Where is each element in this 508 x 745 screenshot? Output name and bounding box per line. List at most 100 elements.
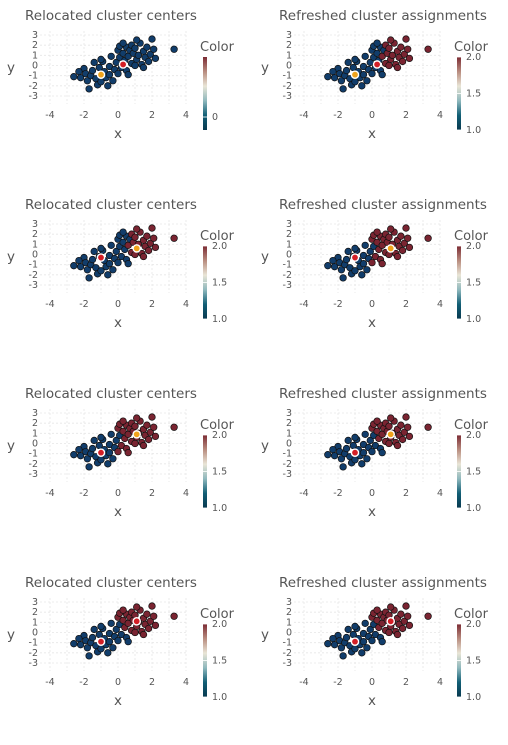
data-point — [337, 77, 346, 85]
data-point — [424, 45, 432, 53]
data-point — [400, 50, 408, 58]
data-point — [109, 266, 117, 274]
x-tick-label: -4 — [299, 677, 308, 688]
x-tick-label: 4 — [437, 110, 443, 121]
colorbar-tick-label: 1.0 — [212, 314, 227, 325]
y-axis-label: y — [261, 249, 269, 265]
data-point — [133, 225, 141, 233]
data-point — [400, 239, 408, 247]
data-point — [385, 44, 393, 52]
data-point — [143, 610, 151, 618]
y-axis-label: y — [7, 627, 15, 643]
data-point — [143, 232, 151, 240]
cluster-center — [386, 430, 395, 439]
colorbar-tick-label: 1.0 — [466, 125, 481, 136]
colorbar-tick-label: 1.5 — [466, 278, 481, 289]
colorbar-tick-label: 1.5 — [466, 656, 481, 667]
data-point — [170, 612, 178, 620]
y-tick-label: 1 — [32, 50, 38, 61]
y-tick-label: -3 — [283, 91, 292, 102]
y-tick-label: -3 — [29, 658, 38, 669]
data-point — [114, 69, 122, 78]
data-point — [131, 422, 139, 430]
data-point — [83, 266, 92, 274]
chart-title: Refreshed cluster assignments — [279, 8, 487, 24]
colorbar-tick-label: 2.0 — [212, 241, 227, 252]
colorbar-tick-label: 1.5 — [466, 467, 481, 478]
data-point — [393, 252, 402, 261]
data-point — [109, 644, 117, 652]
data-point — [114, 447, 122, 456]
data-point — [385, 233, 393, 241]
data-point — [109, 77, 117, 85]
data-point — [97, 55, 105, 64]
cluster-center — [132, 617, 141, 626]
data-point — [361, 241, 369, 249]
data-point — [329, 256, 337, 265]
cluster-center — [386, 617, 395, 626]
data-point — [112, 625, 120, 634]
data-point — [112, 436, 120, 445]
y-tick-label: 2 — [32, 418, 38, 429]
cluster-center — [350, 448, 360, 457]
x-tick-label: 4 — [183, 677, 189, 688]
data-point — [148, 602, 156, 610]
data-point — [151, 432, 160, 441]
data-point — [148, 35, 156, 43]
data-point — [358, 82, 366, 90]
data-point — [337, 455, 346, 463]
data-point — [358, 649, 366, 657]
y-tick-label: 1 — [32, 239, 38, 250]
data-point — [368, 447, 376, 456]
data-point — [90, 625, 98, 634]
data-point — [404, 45, 412, 53]
data-point — [344, 436, 352, 445]
x-tick-label: -2 — [333, 677, 342, 688]
y-tick-label: 1 — [286, 50, 292, 61]
data-point — [90, 436, 98, 445]
colorbar-tick-label: 1.0 — [466, 503, 481, 514]
data-point — [324, 451, 332, 459]
y-axis-label: y — [7, 60, 15, 76]
x-tick-label: 2 — [403, 677, 409, 688]
data-point — [359, 259, 368, 268]
colorbar-tick-label: 1.0 — [466, 314, 481, 325]
data-point — [119, 39, 127, 47]
x-tick-label: 4 — [437, 677, 443, 688]
y-tick-label: 1 — [286, 239, 292, 250]
colorbar-title: Color — [200, 418, 235, 433]
figure: Relocated cluster centers 3 2 1 0 -1 -2 -3 -4 -2 0… — [7, 8, 489, 709]
y-tick-label: -2 — [283, 459, 292, 470]
cluster-center — [96, 253, 106, 262]
data-point — [148, 413, 156, 421]
x-tick-label: -4 — [45, 677, 54, 688]
data-point — [83, 644, 92, 652]
data-point — [344, 247, 352, 256]
data-point — [104, 649, 112, 657]
data-point — [150, 423, 158, 431]
chart-title: Refreshed cluster assignments — [279, 575, 487, 591]
x-axis-label: x — [114, 315, 122, 331]
x-axis-label: x — [114, 126, 122, 142]
data-point — [139, 252, 148, 261]
y-tick-label: -3 — [283, 469, 292, 480]
y-tick-label: 0 — [286, 439, 292, 450]
y-tick-label: -3 — [283, 280, 292, 291]
chart-svg: Refreshed cluster assignments3210-1-2-3-… — [261, 8, 489, 142]
data-point — [385, 422, 393, 430]
cluster-center — [132, 244, 141, 253]
data-point — [133, 603, 141, 611]
y-tick-label: 1 — [286, 428, 292, 439]
colorbar-tick-label: 1.5 — [212, 278, 227, 289]
data-point — [70, 73, 78, 81]
cluster-center — [350, 70, 360, 79]
y-tick-label: -1 — [283, 449, 292, 460]
data-point — [387, 414, 395, 422]
data-point — [387, 36, 395, 44]
data-point — [373, 228, 381, 236]
colorbar-tick-label: 0 — [212, 112, 218, 123]
y-tick-label: -1 — [29, 449, 38, 460]
x-tick-label: 4 — [437, 299, 443, 310]
data-point — [359, 70, 368, 79]
